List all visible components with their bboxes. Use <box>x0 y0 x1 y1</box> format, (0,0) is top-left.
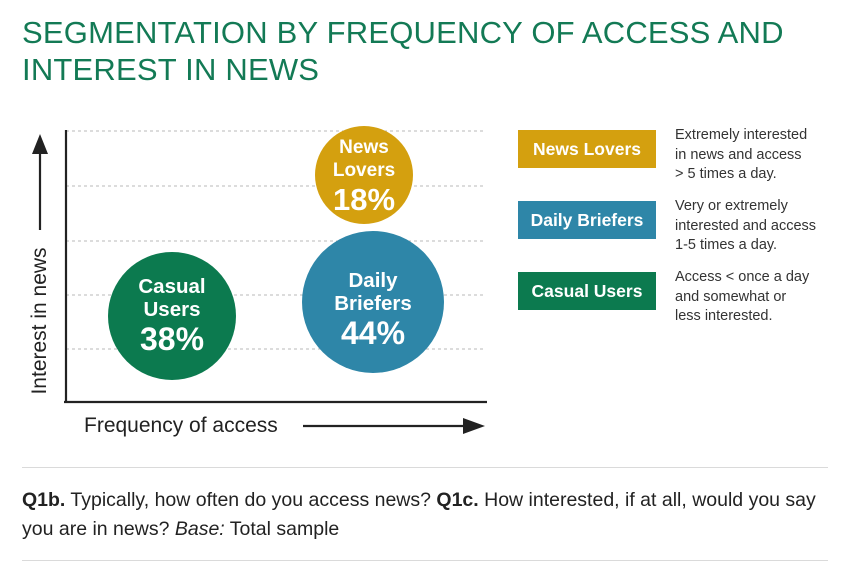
x-axis-arrowhead <box>463 418 485 434</box>
question-code: Q1b. <box>22 489 66 511</box>
bubble-label: News <box>339 137 389 158</box>
divider <box>22 467 828 468</box>
legend-description-line: and somewhat or <box>675 288 787 305</box>
legend-description-line: > 5 times a day. <box>675 166 777 182</box>
legend-box-news-lovers: News Lovers <box>518 130 656 168</box>
base-text: Total sample <box>224 518 340 540</box>
bubble-percentage: 44% <box>341 315 405 351</box>
question-text: How interested, if at all, would you say… <box>22 489 816 540</box>
bubble-daily-briefers <box>302 231 444 373</box>
bubble-news-lovers <box>315 126 413 224</box>
legend-description-line: Very or extremely <box>675 198 788 214</box>
legend-item-casual-users: Casual Users Access < once a day and som… <box>518 268 838 328</box>
question-text: Typically, how often do you access news? <box>65 489 437 511</box>
y-axis-arrowhead <box>32 134 48 154</box>
question-code: Q1c. <box>436 489 479 511</box>
bubble-label: Daily <box>349 269 399 292</box>
footnote: Q1b. Typically, how often do you access … <box>22 486 822 544</box>
bubble-label: Users <box>144 298 201 321</box>
legend-description-line: interested and access <box>675 217 817 234</box>
bubble-percentage: 38% <box>140 321 204 357</box>
legend-box-daily-briefers: Daily Briefers <box>518 201 656 239</box>
legend-item-daily-briefers: Daily Briefers Very or extremely interes… <box>518 197 838 257</box>
legend-description-casual-users: Access < once a day and somewhat or less… <box>675 268 840 327</box>
page-title: SEGMENTATION BY FREQUENCY OF ACCESS AND … <box>22 15 784 87</box>
y-axis-label: Interest in news <box>28 247 51 394</box>
legend-description-line: less interested. <box>675 308 773 324</box>
x-axis-label: Frequency of access <box>84 414 278 437</box>
bubble-label: Lovers <box>333 160 395 181</box>
bubble-label: Casual <box>138 275 205 298</box>
legend-description-line: in news and access <box>675 146 802 163</box>
chart-axes <box>32 130 487 434</box>
legend-description-daily-briefers: Very or extremely interested and access … <box>675 197 840 256</box>
divider <box>22 560 828 561</box>
legend-description-line: Extremely interested <box>675 127 808 143</box>
legend-description-line: 1-5 times a day. <box>675 237 778 253</box>
base-label: Base: <box>174 518 225 540</box>
legend-description-line: Access < once a day <box>675 269 810 285</box>
bubble-casual-users <box>108 252 236 380</box>
legend-description-news-lovers: Extremely interested in news and access … <box>675 126 840 185</box>
legend-item-news-lovers: News Lovers Extremely interested in news… <box>518 126 838 186</box>
legend-box-casual-users: Casual Users <box>518 272 656 310</box>
bubble-label: Briefers <box>334 292 412 315</box>
bubble-percentage: 18% <box>333 182 395 217</box>
